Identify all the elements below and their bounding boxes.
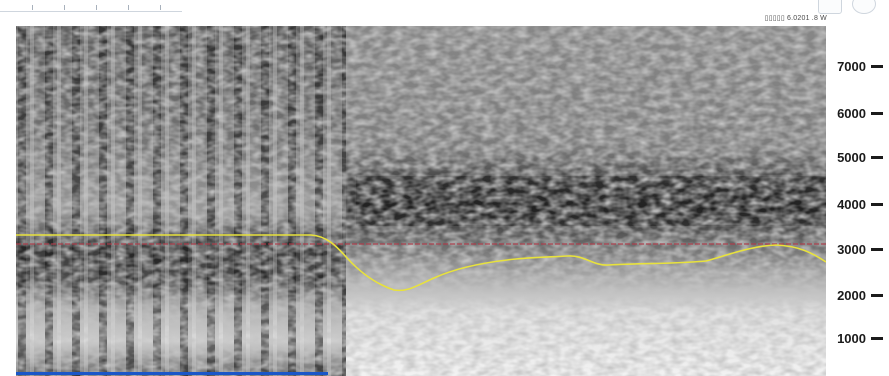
window-close-button[interactable] xyxy=(852,0,876,14)
axis-tick-label: 7000 xyxy=(837,59,866,74)
toolbar-tick xyxy=(96,5,97,10)
axis-tick: 7000 xyxy=(837,59,883,74)
axis-tick: 3000 xyxy=(837,242,883,257)
axis-tick-label: 2000 xyxy=(837,288,866,303)
toolbar-tick xyxy=(128,5,129,10)
axis-tick: 2000 xyxy=(837,288,883,303)
spectrogram-view[interactable] xyxy=(16,26,826,376)
toolbar: ▯▯▯▯▯ 6.0201 .8 W xyxy=(0,0,889,26)
axis-tick-mark xyxy=(871,294,883,297)
axis-tick-mark xyxy=(871,156,883,159)
axis-tick-label: 5000 xyxy=(837,150,866,165)
axis-tick-label: 4000 xyxy=(837,197,866,212)
spectrogram-noise xyxy=(16,26,826,376)
axis-tick-mark xyxy=(871,112,883,115)
spectrogram-canvas xyxy=(16,26,826,376)
frequency-axis: 7000 6000 5000 4000 3000 2000 1000 xyxy=(826,26,889,376)
axis-tick-label: 6000 xyxy=(837,106,866,121)
axis-tick-label: 3000 xyxy=(837,242,866,257)
axis-tick: 1000 xyxy=(837,331,883,346)
spectrogram-caption: ▯▯▯▯▯ 6.0201 .8 W xyxy=(764,15,827,22)
axis-tick: 6000 xyxy=(837,106,883,121)
toolbar-tick xyxy=(64,5,65,10)
toolbar-tick xyxy=(160,5,161,10)
timeline-selection-bar[interactable] xyxy=(16,372,328,375)
axis-tick-mark xyxy=(871,248,883,251)
axis-tick-label: 1000 xyxy=(837,331,866,346)
toolbar-tick xyxy=(32,5,33,10)
axis-tick: 4000 xyxy=(837,197,883,212)
toolbar-stub xyxy=(0,0,182,12)
axis-tick-mark xyxy=(871,337,883,340)
axis-tick-mark xyxy=(871,203,883,206)
window-minimize-button[interactable] xyxy=(818,0,842,14)
axis-tick-mark xyxy=(871,65,883,68)
formant-track xyxy=(16,234,826,292)
axis-tick: 5000 xyxy=(837,150,883,165)
